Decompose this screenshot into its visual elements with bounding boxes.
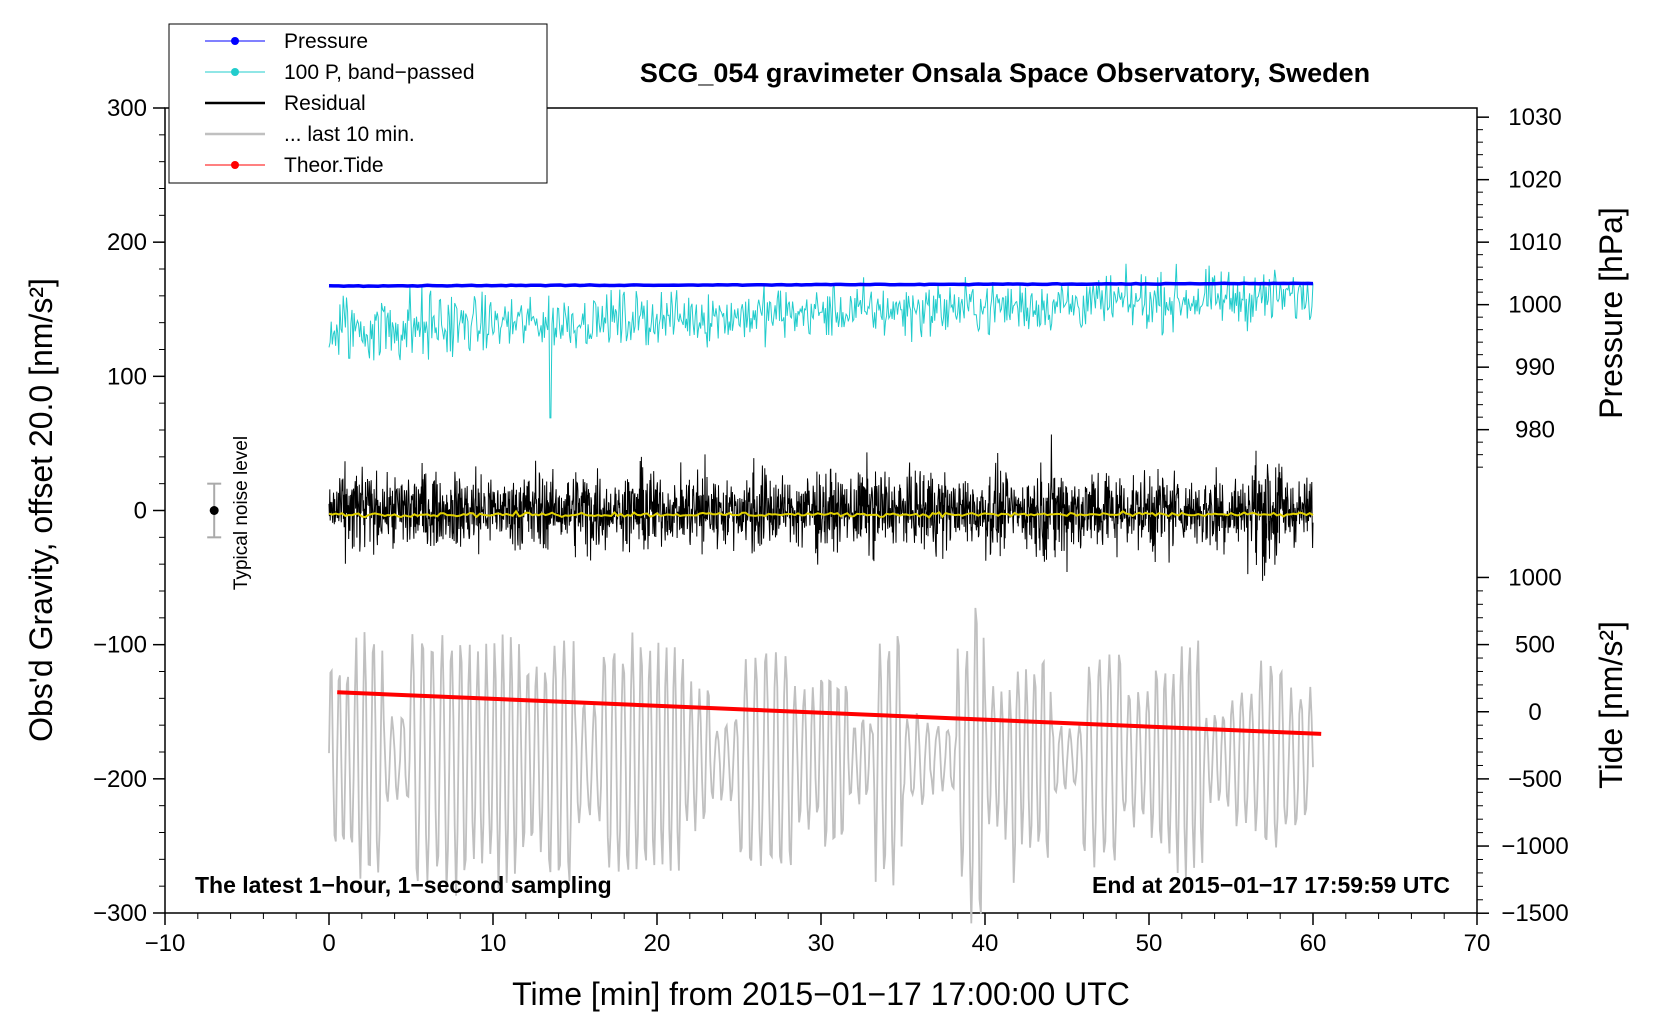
y-tick-label-left: 300 <box>107 95 147 122</box>
y-tick-label-tide: 500 <box>1515 632 1555 659</box>
series-residual-smoothed-line <box>328 509 1314 519</box>
series-pressure-line <box>328 281 1314 289</box>
x-tick-label: 20 <box>644 930 671 957</box>
x-tick-label: −10 <box>145 930 186 957</box>
y-tick-label-tide: −1000 <box>1501 833 1568 860</box>
legend-label: Residual <box>284 92 366 115</box>
x-tick-label: 50 <box>1136 930 1163 957</box>
noise-level-dot <box>209 506 219 515</box>
series-last-10-min-line <box>328 607 1314 924</box>
x-tick-label: 10 <box>480 930 507 957</box>
noise-level-indicator <box>207 482 222 539</box>
x-tick-label: 40 <box>972 930 999 957</box>
y-axis-label-tide: Tide [nm/s²] <box>1593 621 1629 789</box>
y-tick-label-left: 0 <box>134 498 147 525</box>
y-tick-label-tide: −1500 <box>1501 900 1568 927</box>
legend-label: Pressure <box>284 30 368 53</box>
sampling-note: The latest 1−hour, 1−second sampling <box>195 872 612 898</box>
x-tick-label: 70 <box>1464 930 1491 957</box>
series-bandpassed-pressure-line <box>328 263 1314 419</box>
legend-marker <box>231 68 239 76</box>
y-tick-label-pressure: 990 <box>1515 354 1555 381</box>
y-tick-label-pressure: 1000 <box>1508 292 1561 319</box>
legend: Pressure 100 P, band−passed Residual ... la… <box>168 23 548 184</box>
series-residual-line <box>328 434 1314 581</box>
y-tick-label-left: −100 <box>93 632 147 659</box>
x-tick-label: 0 <box>322 930 335 957</box>
axes-layer: −10 0 10 20 30 40 50 60 703002001000−100−200−300… <box>93 95 1569 957</box>
y-tick-label-tide: 0 <box>1528 699 1541 726</box>
y-tick-label-pressure: 1010 <box>1508 229 1561 256</box>
end-time-note: End at 2015−01−17 17:59:59 UTC <box>1092 872 1450 898</box>
y-tick-label-pressure: 1030 <box>1508 104 1561 131</box>
x-axis-label: Time [min] from 2015−01−17 17:00:00 UTC <box>512 976 1130 1012</box>
y-tick-label-left: −300 <box>93 900 147 927</box>
series-theoretical-tide-line <box>337 690 1322 736</box>
y-tick-label-pressure: 1020 <box>1508 167 1561 194</box>
y-tick-label-tide: −500 <box>1508 766 1562 793</box>
y-tick-label-tide: 1000 <box>1508 564 1561 591</box>
x-tick-label: 60 <box>1300 930 1327 957</box>
series-layer <box>328 263 1322 924</box>
legend-label: Theor.Tide <box>284 154 384 177</box>
chart-title: SCG_054 gravimeter Onsala Space Observat… <box>640 58 1370 88</box>
legend-label: 100 P, band−passed <box>284 61 475 84</box>
legend-marker <box>231 37 239 45</box>
y-tick-label-pressure: 980 <box>1515 417 1555 444</box>
legend-label: ... last 10 min. <box>284 123 415 146</box>
y-axis-label-left: Obs'd Gravity, offset 20.0 [nm/s²] <box>23 278 59 742</box>
y-tick-label-left: 200 <box>107 229 147 256</box>
noise-level-label: Typical noise level <box>231 436 252 590</box>
y-tick-label-left: 100 <box>107 363 147 390</box>
y-tick-label-left: −200 <box>93 766 147 793</box>
legend-marker <box>231 161 239 169</box>
y-axis-label-pressure: Pressure [hPa] <box>1593 207 1629 419</box>
x-tick-label: 30 <box>808 930 835 957</box>
